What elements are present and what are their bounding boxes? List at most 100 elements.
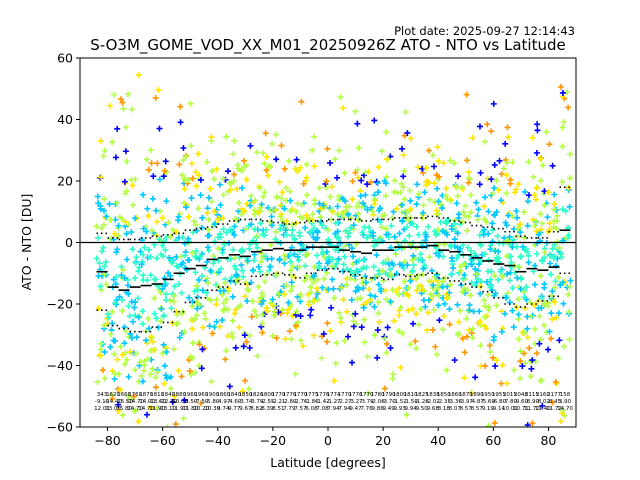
scatter-point — [110, 91, 117, 98]
scatter-point — [556, 244, 563, 251]
scatter-point — [219, 291, 226, 298]
scatter-point — [115, 401, 122, 408]
scatter-point — [443, 367, 450, 374]
scatter-point — [185, 235, 192, 242]
scatter-point — [533, 185, 540, 192]
scatter-point — [288, 232, 295, 239]
scatter-point — [457, 307, 464, 314]
scatter-point — [105, 314, 112, 321]
scatter-point — [192, 221, 199, 228]
scatter-point — [502, 219, 509, 226]
median-bins — [96, 186, 571, 333]
bin-mean-label: -10.00 — [170, 399, 188, 405]
bin-mean-label: -3.36 — [448, 399, 463, 405]
scatter-point — [401, 168, 408, 175]
scatter-point — [231, 223, 238, 230]
scatter-point — [451, 357, 458, 364]
scatter-point — [477, 169, 484, 176]
scatter-point — [163, 297, 170, 304]
scatter-point — [439, 205, 446, 212]
scatter-point — [461, 349, 468, 356]
scatter-point — [189, 325, 196, 332]
scatter-point — [98, 138, 105, 145]
scatter-point — [401, 196, 408, 203]
scatter-point — [121, 275, 128, 282]
scatter-point — [378, 224, 385, 231]
scatter-point — [268, 222, 275, 229]
scatter-point — [294, 293, 301, 300]
scatter-point — [325, 236, 332, 243]
scatter-point — [475, 206, 482, 213]
scatter-point — [138, 261, 145, 268]
scatter-point — [353, 240, 360, 247]
scatter-point — [430, 152, 437, 159]
scatter-point — [182, 153, 189, 160]
scatter-point — [468, 389, 475, 396]
scatter-point — [226, 383, 233, 390]
scatter-point — [174, 311, 181, 318]
scatter-point — [152, 207, 159, 214]
scatter-point — [462, 202, 469, 209]
scatter-point — [407, 197, 414, 204]
bin-std-label: 12.01 — [94, 406, 110, 412]
scatter-point — [309, 147, 316, 154]
scatter-point — [103, 281, 110, 288]
bin-count-label: 1775 — [304, 392, 318, 398]
scatter-point — [334, 174, 341, 181]
scatter-point — [398, 180, 405, 187]
scatter-point — [283, 218, 290, 225]
scatter-point — [132, 259, 139, 266]
bin-mean-label: -6.80 — [492, 399, 507, 405]
scatter-point — [254, 353, 261, 360]
scatter-point — [296, 232, 303, 239]
scatter-point — [157, 318, 164, 325]
bin-mean-label: -12.30 — [159, 399, 177, 405]
bin-mean-label: -13.60 — [148, 399, 166, 405]
scatter-point — [509, 284, 516, 291]
scatter-point — [173, 228, 180, 235]
bin-mean-label: -1.52 — [393, 399, 407, 405]
scatter-point — [521, 330, 528, 337]
scatter-point — [504, 271, 511, 278]
scatter-point — [101, 147, 108, 154]
bin-mean-label: -1.27 — [326, 399, 341, 405]
scatter-point — [501, 234, 508, 241]
scatter-point — [362, 169, 369, 176]
scatter-point — [306, 228, 313, 235]
scatter-point — [160, 238, 167, 245]
scatter-point — [332, 230, 339, 237]
scatter-point — [148, 160, 155, 167]
scatter-point — [350, 270, 357, 277]
scatter-point — [128, 106, 135, 113]
scatter-point — [485, 230, 492, 237]
scatter-point — [488, 282, 495, 289]
scatter-point — [258, 301, 265, 308]
bin-std-label: 9.47 — [349, 406, 362, 412]
scatter-point — [403, 411, 410, 418]
scatter-point — [348, 296, 355, 303]
bin-std-label: 9.74 — [217, 406, 230, 412]
scatter-point — [171, 283, 178, 290]
scatter-point — [290, 263, 297, 270]
scatter-point — [382, 335, 389, 342]
scatter-point — [262, 226, 269, 233]
scatter-point — [278, 142, 285, 149]
bin-std-label: 7.94 — [338, 406, 351, 412]
scatter-point — [190, 218, 197, 225]
scatter-point — [504, 380, 511, 387]
x-tick-label: −40 — [205, 433, 231, 448]
scatter-point — [566, 283, 573, 290]
scatter-point — [204, 232, 211, 239]
y-tick-label: 20 — [57, 174, 73, 189]
scatter-point — [251, 257, 258, 264]
scatter-point — [123, 356, 130, 363]
scatter-point — [384, 324, 391, 331]
scatter-point — [215, 215, 222, 222]
bin-mean-label: -3.27 — [348, 399, 363, 405]
scatter-point — [190, 229, 197, 236]
scatter-point — [222, 279, 229, 286]
scatter-point — [165, 219, 172, 226]
scatter-point — [220, 287, 227, 294]
scatter-point — [273, 156, 280, 163]
scatter-point — [176, 281, 183, 288]
